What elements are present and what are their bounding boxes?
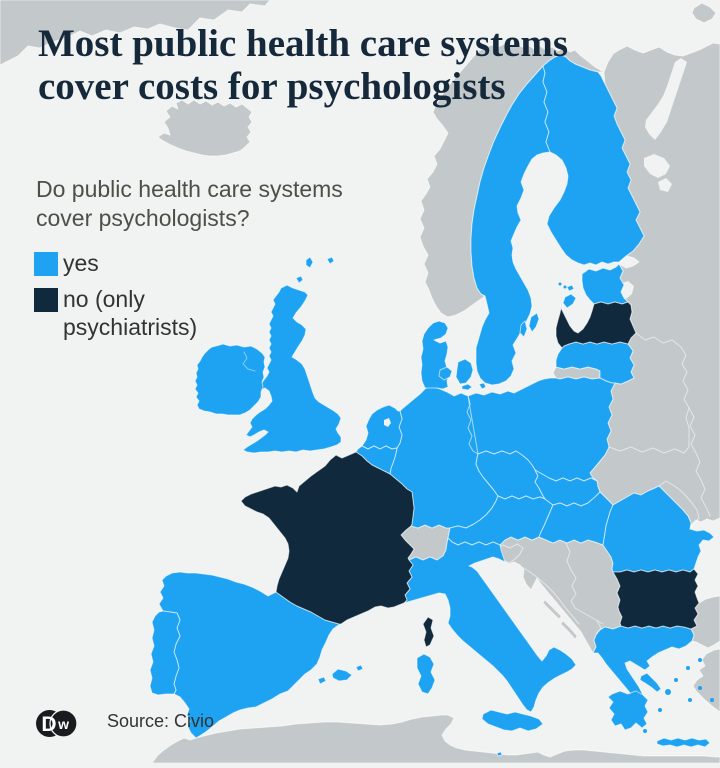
svg-text:D: D [41,713,56,736]
svg-text:w: w [57,716,69,732]
